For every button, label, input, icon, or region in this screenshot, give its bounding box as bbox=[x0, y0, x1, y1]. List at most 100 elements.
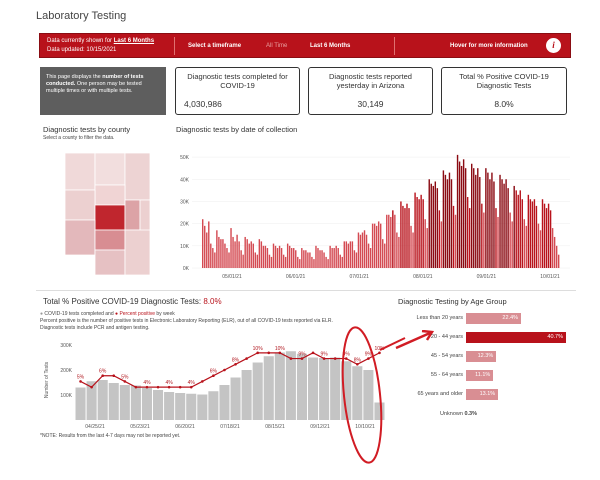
bar[interactable] bbox=[503, 183, 505, 268]
bar[interactable] bbox=[394, 214, 396, 268]
bar[interactable] bbox=[406, 203, 408, 268]
county-pima[interactable] bbox=[94, 249, 126, 276]
bar[interactable] bbox=[240, 250, 242, 268]
bar[interactable] bbox=[549, 210, 552, 268]
bar[interactable] bbox=[311, 256, 313, 268]
bar[interactable] bbox=[204, 225, 206, 268]
bar[interactable] bbox=[430, 183, 432, 268]
bar[interactable] bbox=[224, 243, 226, 268]
bar[interactable] bbox=[244, 236, 246, 268]
bar[interactable] bbox=[256, 254, 259, 268]
county-cochise[interactable] bbox=[124, 229, 151, 276]
percent-point[interactable] bbox=[201, 380, 204, 383]
bar[interactable] bbox=[537, 223, 540, 268]
age-group-bar[interactable]: 11.1% bbox=[466, 370, 494, 381]
bar[interactable] bbox=[317, 248, 319, 268]
bar[interactable] bbox=[252, 362, 263, 421]
bar[interactable] bbox=[410, 225, 412, 268]
bar[interactable] bbox=[388, 214, 390, 268]
bar[interactable] bbox=[280, 248, 283, 268]
bar[interactable] bbox=[487, 172, 489, 268]
bar[interactable] bbox=[458, 161, 461, 268]
bar[interactable] bbox=[254, 252, 257, 268]
bar[interactable] bbox=[274, 245, 277, 268]
bar[interactable] bbox=[541, 199, 544, 268]
bar[interactable] bbox=[404, 208, 406, 268]
bar[interactable] bbox=[436, 188, 439, 268]
bar[interactable] bbox=[414, 192, 416, 268]
percent-point[interactable] bbox=[145, 385, 149, 389]
bar[interactable] bbox=[535, 205, 538, 268]
bar[interactable] bbox=[543, 203, 546, 268]
bar[interactable] bbox=[153, 390, 164, 420]
bar[interactable] bbox=[547, 203, 550, 268]
bar[interactable] bbox=[313, 259, 315, 268]
bar[interactable] bbox=[272, 243, 275, 268]
bar[interactable] bbox=[446, 179, 449, 268]
percent-point[interactable] bbox=[245, 357, 248, 360]
bar[interactable] bbox=[523, 219, 526, 268]
bar[interactable] bbox=[531, 201, 534, 268]
percent-point[interactable] bbox=[311, 351, 315, 355]
bar[interactable] bbox=[319, 250, 321, 268]
bar[interactable] bbox=[426, 228, 428, 268]
bar[interactable] bbox=[509, 212, 511, 268]
bar[interactable] bbox=[497, 216, 499, 268]
percent-point[interactable] bbox=[134, 385, 138, 389]
percent-point[interactable] bbox=[344, 357, 348, 360]
bar[interactable] bbox=[521, 199, 523, 268]
age-group-bar[interactable]: 40.7% bbox=[466, 332, 566, 343]
bar[interactable] bbox=[222, 239, 224, 268]
bar[interactable] bbox=[252, 243, 254, 268]
bar[interactable] bbox=[374, 402, 385, 421]
bar[interactable] bbox=[400, 201, 402, 268]
bar[interactable] bbox=[288, 245, 291, 268]
bar[interactable] bbox=[373, 223, 376, 268]
bar[interactable] bbox=[238, 241, 240, 268]
bar[interactable] bbox=[208, 221, 210, 268]
tab-last-6-months[interactable]: Last 6 Months bbox=[310, 43, 351, 49]
percent-point[interactable] bbox=[367, 357, 370, 360]
bar[interactable] bbox=[75, 387, 86, 421]
bar[interactable] bbox=[282, 254, 285, 268]
bar[interactable] bbox=[473, 168, 475, 268]
bar[interactable] bbox=[384, 243, 386, 268]
bar[interactable] bbox=[276, 248, 279, 268]
percent-point[interactable] bbox=[356, 362, 359, 366]
bar[interactable] bbox=[375, 225, 378, 268]
info-icon[interactable]: i bbox=[546, 38, 561, 53]
tab-all-time[interactable]: All Time bbox=[266, 43, 288, 49]
age-group-bar[interactable]: 12.3% bbox=[466, 351, 497, 362]
percent-point[interactable] bbox=[156, 385, 160, 389]
bar[interactable] bbox=[339, 254, 341, 268]
bar[interactable] bbox=[357, 232, 360, 268]
bar[interactable] bbox=[241, 370, 252, 420]
bar[interactable] bbox=[226, 248, 228, 268]
bar[interactable] bbox=[464, 168, 467, 268]
bar[interactable] bbox=[329, 245, 331, 268]
bar[interactable] bbox=[108, 383, 119, 420]
bar[interactable] bbox=[371, 223, 374, 268]
bar[interactable] bbox=[392, 210, 394, 268]
bar[interactable] bbox=[442, 170, 445, 268]
bar[interactable] bbox=[428, 179, 430, 268]
bar[interactable] bbox=[519, 190, 521, 268]
bar[interactable] bbox=[513, 185, 515, 268]
bar[interactable] bbox=[352, 366, 363, 420]
bar[interactable] bbox=[481, 203, 483, 268]
bar[interactable] bbox=[186, 393, 197, 420]
bar[interactable] bbox=[434, 181, 437, 268]
bar[interactable] bbox=[432, 185, 434, 268]
arizona-county-map[interactable] bbox=[55, 145, 155, 280]
bar[interactable] bbox=[551, 228, 554, 268]
bar[interactable] bbox=[353, 250, 356, 268]
bar[interactable] bbox=[529, 199, 532, 268]
bar[interactable] bbox=[309, 252, 311, 268]
percent-point[interactable] bbox=[90, 385, 93, 389]
bar[interactable] bbox=[141, 388, 152, 420]
bar[interactable] bbox=[341, 256, 343, 268]
bar[interactable] bbox=[164, 392, 175, 420]
county-pinal[interactable] bbox=[94, 229, 126, 251]
bar[interactable] bbox=[545, 208, 548, 268]
bar[interactable] bbox=[349, 241, 352, 268]
